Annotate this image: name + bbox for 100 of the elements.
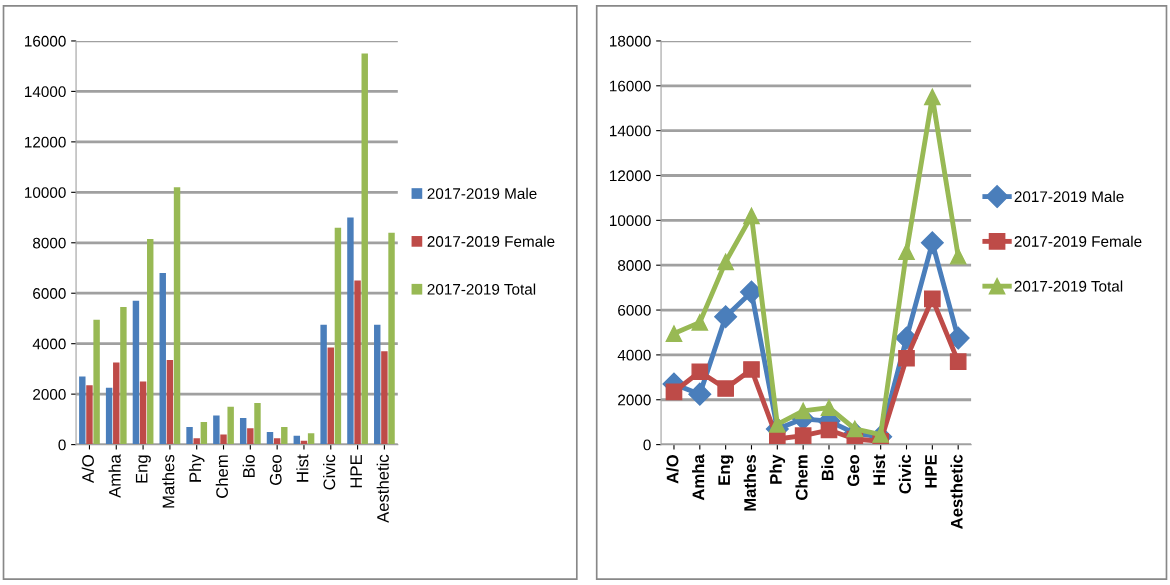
y-tick-label: 18000 xyxy=(610,35,651,47)
x-tick-label: Amha xyxy=(692,454,705,501)
bar xyxy=(200,421,208,445)
bar xyxy=(86,385,93,445)
y-tick-label: 4000 xyxy=(617,349,651,361)
point xyxy=(794,427,812,444)
y-tick-label: 14000 xyxy=(610,125,651,137)
point xyxy=(846,420,864,438)
x-tick-label: Phy xyxy=(188,454,205,482)
bar xyxy=(239,418,247,445)
point xyxy=(743,207,760,225)
bar xyxy=(381,351,388,445)
x-tick-label: Mathes xyxy=(743,455,756,511)
x-tick-label: A/O xyxy=(81,455,94,483)
y-tick-label: 16000 xyxy=(610,80,651,92)
bar xyxy=(193,438,200,445)
point xyxy=(920,231,944,255)
x-tick-label: Amha xyxy=(108,454,121,498)
bar xyxy=(159,273,166,445)
bar xyxy=(113,362,120,445)
point xyxy=(688,382,712,406)
point xyxy=(898,349,915,367)
x-tick-label: Chem xyxy=(795,455,808,500)
bar xyxy=(281,426,288,445)
bar xyxy=(307,433,315,445)
y-tick-label: 2000 xyxy=(33,389,66,400)
x-tick-label: Eng xyxy=(718,455,734,485)
point xyxy=(665,383,683,401)
y-tick-label: 10000 xyxy=(610,215,651,227)
point xyxy=(665,325,683,342)
y-tick-label: 4000 xyxy=(32,338,66,350)
x-tick-label: Civic xyxy=(323,454,336,490)
x-tick-label: Eng xyxy=(135,455,151,483)
y-tick-label: 0 xyxy=(643,439,651,451)
bar xyxy=(166,360,174,445)
bar xyxy=(139,381,147,445)
y-tick-label: 16000 xyxy=(25,35,66,47)
bar xyxy=(361,53,368,445)
point xyxy=(768,416,786,433)
x-tick-label: Geo xyxy=(847,454,860,487)
point xyxy=(898,243,915,261)
x-tick-label: Aesthetic xyxy=(376,454,389,523)
x-tick-label: Hist xyxy=(296,454,309,482)
bar xyxy=(374,324,381,445)
point xyxy=(924,88,941,106)
bar xyxy=(105,387,113,445)
x-tick-label: Bio xyxy=(242,455,255,478)
bar xyxy=(254,402,261,445)
legend-label: 2017-2019 Total xyxy=(427,283,536,295)
bar xyxy=(220,434,227,445)
bar xyxy=(213,415,220,445)
x-tick-label: Mathes xyxy=(162,454,175,508)
x-tick-label: Chem xyxy=(215,455,228,498)
legend-label: 2017-2019 Male xyxy=(427,187,537,200)
point xyxy=(794,402,812,420)
y-tick-label: 6000 xyxy=(618,304,651,316)
bar xyxy=(132,300,140,445)
bar xyxy=(186,426,193,445)
bar xyxy=(120,307,127,445)
x-tick-label: HPE xyxy=(350,455,362,488)
x-tick-label: Phy xyxy=(769,454,786,484)
point xyxy=(691,363,709,381)
bar xyxy=(320,324,327,445)
bar xyxy=(147,238,154,445)
point xyxy=(820,421,838,439)
y-tick-label: 8000 xyxy=(33,237,66,249)
point xyxy=(820,399,838,416)
point xyxy=(924,290,941,308)
y-tick-label: 0 xyxy=(58,439,66,451)
bar xyxy=(354,280,361,445)
y-tick-label: 6000 xyxy=(33,288,66,299)
y-tick-label: 2000 xyxy=(618,394,651,406)
y-tick-label: 8000 xyxy=(618,260,651,271)
y-tick-label: 12000 xyxy=(610,170,651,182)
legend-label: 2017-2019 Male xyxy=(1014,190,1124,203)
legend-label: 2017-2019 Female xyxy=(1014,235,1142,247)
y-tick-label: 10000 xyxy=(25,187,66,198)
point xyxy=(714,305,738,329)
x-tick-label: Hist xyxy=(872,454,886,485)
bar xyxy=(347,217,354,445)
bar xyxy=(327,347,334,445)
y-tick-label: 14000 xyxy=(25,86,66,98)
x-tick-label: HPE xyxy=(925,454,937,488)
legend-label: 2017-2019 Total xyxy=(1014,280,1123,292)
x-tick-label: Bio xyxy=(821,454,834,481)
legend-label: 2017-2019 Female xyxy=(427,235,555,247)
y-tick-label: 12000 xyxy=(25,136,66,148)
point xyxy=(743,361,760,378)
bar xyxy=(93,319,100,445)
bar xyxy=(334,227,342,445)
x-tick-label: Aesthetic xyxy=(950,454,963,529)
x-tick-label: Geo xyxy=(269,455,282,485)
x-tick-label: Civic xyxy=(898,454,911,494)
point xyxy=(691,314,709,331)
bar xyxy=(173,187,181,445)
point xyxy=(717,380,734,397)
bar xyxy=(247,428,254,445)
point xyxy=(949,353,967,370)
bar xyxy=(227,406,234,445)
point xyxy=(717,253,734,271)
